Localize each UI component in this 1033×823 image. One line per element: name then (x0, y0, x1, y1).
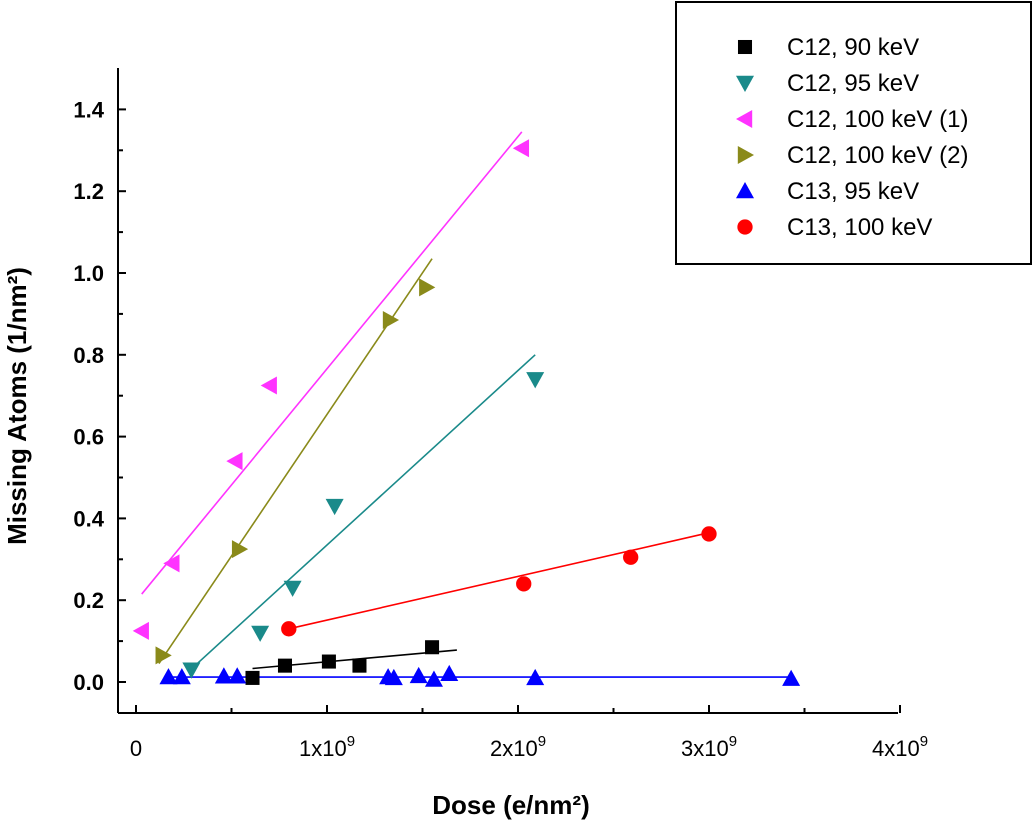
x-tick-label-exponent: 9 (347, 733, 355, 750)
data-markers (132, 139, 801, 687)
x-tick-label: 1x109 (299, 733, 355, 761)
legend-label: C12, 95 keV (787, 70, 919, 97)
x-tick-label-text: 1x10 (299, 736, 347, 761)
legend: C12, 90 keV C12, 95 keV C12, 100 keV (1) C1… (675, 1, 1032, 265)
data-point (283, 580, 302, 597)
data-point (382, 311, 400, 330)
data-point (512, 139, 530, 158)
x-tick-label-text: 0 (130, 736, 142, 761)
x-tick-label-exponent: 9 (729, 733, 737, 750)
data-point (155, 646, 172, 665)
data-point (526, 668, 545, 686)
y-tick-label: 0.2 (73, 588, 104, 613)
x-tick-label-text: 4x10 (872, 736, 920, 761)
x-tick-label: 2x109 (490, 733, 546, 761)
data-point (701, 526, 717, 542)
x-tick-label-text: 2x10 (490, 736, 538, 761)
data-point (251, 625, 270, 642)
data-point (231, 540, 249, 559)
data-point (163, 554, 180, 573)
x-tick-label: 3x109 (681, 733, 737, 761)
data-point (325, 498, 344, 516)
fit-line (141, 131, 523, 595)
y-tick-label: 1.2 (73, 179, 104, 204)
data-point (384, 668, 403, 686)
y-axis-title: Missing Atoms (1/nm²) (2, 267, 32, 545)
legend-label: C13, 100 keV (787, 214, 932, 241)
data-point (260, 376, 277, 395)
data-point (277, 658, 292, 673)
data-point (352, 658, 367, 673)
y-tick-label: 1.0 (73, 261, 104, 286)
legend-marker (737, 219, 753, 235)
data-point (424, 670, 443, 687)
legend-marker (737, 39, 753, 55)
data-point (228, 667, 247, 684)
legend-marker (736, 110, 753, 128)
legend-label: C12, 100 keV (2) (787, 142, 968, 169)
legend-marker (736, 182, 754, 199)
data-point (182, 662, 201, 679)
data-point (623, 549, 639, 565)
data-point (516, 576, 532, 592)
legend-marker (736, 75, 754, 92)
data-point (440, 664, 459, 682)
data-point (172, 668, 191, 685)
x-axis: 0 1x109 2x109 3x109 4x109 (130, 705, 928, 761)
y-tick-label: 0.6 (73, 425, 104, 450)
x-axis-title: Dose (e/nm²) (432, 790, 589, 820)
legend-label: C13, 95 keV (787, 178, 919, 205)
y-tick-label: 1.4 (73, 97, 104, 122)
y-tick-label: 0.0 (73, 670, 104, 695)
plot-frame (117, 68, 898, 714)
data-point (226, 452, 243, 471)
data-point (132, 621, 149, 640)
data-point (409, 666, 428, 684)
data-point (526, 372, 545, 389)
y-tick-label: 0.8 (73, 343, 104, 368)
legend-label: C12, 100 keV (1) (787, 106, 968, 133)
data-point (425, 640, 440, 655)
x-tick-label: 4x109 (872, 733, 928, 761)
legend-box (675, 1, 1032, 265)
y-tick-label: 0.4 (73, 506, 104, 531)
data-point (245, 670, 260, 685)
data-point (159, 668, 178, 685)
x-tick-label: 0 (130, 736, 142, 761)
data-point (419, 278, 436, 297)
x-tick-label-exponent: 9 (920, 733, 928, 750)
data-point (214, 667, 233, 684)
x-tick-label-text: 3x10 (681, 736, 729, 761)
x-tick-label-exponent: 9 (538, 733, 546, 750)
legend-marker (737, 146, 754, 164)
data-point (321, 654, 336, 669)
y-axis: 0.0 0.2 0.4 0.6 0.8 1.0 1.2 1.4 (73, 97, 126, 695)
fit-line (288, 531, 710, 630)
legend-label: C12, 90 keV (787, 34, 919, 61)
data-point (782, 669, 801, 686)
fit-line (190, 354, 536, 670)
data-point (281, 621, 297, 637)
